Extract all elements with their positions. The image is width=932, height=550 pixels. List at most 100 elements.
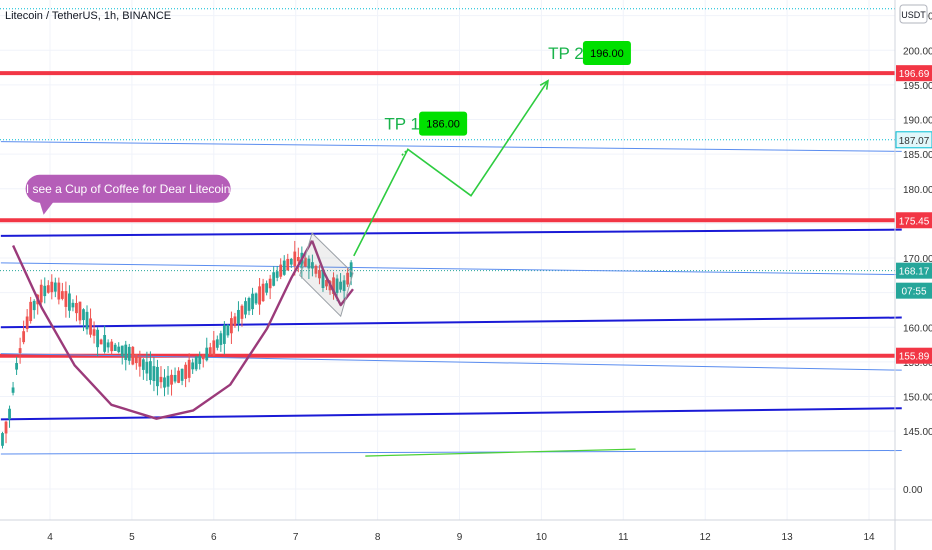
candle-body xyxy=(346,272,350,285)
candle-body xyxy=(275,271,279,278)
candle-body xyxy=(106,342,110,348)
candle-body xyxy=(307,258,311,269)
price-tag-bg xyxy=(896,347,932,364)
x-tick-label: 8 xyxy=(375,532,381,543)
y-tick-label: 200.00 xyxy=(903,46,932,57)
candle-body xyxy=(261,283,265,302)
annotations: I see a Cup of Coffee for Dear Litecoin T… xyxy=(25,41,631,215)
candle-body xyxy=(198,355,202,364)
price-tag: 168.17 xyxy=(896,262,932,279)
candle-body xyxy=(25,316,29,330)
y-tick-label: 180.00 xyxy=(903,185,932,196)
tp-box xyxy=(419,111,468,136)
candle-body xyxy=(201,354,205,360)
candle-body xyxy=(113,344,117,352)
candle-body xyxy=(4,421,8,434)
currency-button[interactable]: USDT xyxy=(899,4,928,24)
candle-body xyxy=(282,260,286,275)
price-tag-bg xyxy=(896,262,932,279)
trend-line xyxy=(0,316,902,329)
chart-title: Litecoin / TetherUS, 1h, BINANCE xyxy=(5,10,171,22)
x-tick-label: 11 xyxy=(618,532,629,543)
candle-body xyxy=(159,376,163,383)
tp-box xyxy=(582,41,631,66)
candle-body xyxy=(166,375,170,387)
price-tag-text: 196.69 xyxy=(899,69,930,80)
candle-body xyxy=(131,346,135,365)
trend-line xyxy=(0,228,902,237)
y-tick-label: 150.00 xyxy=(903,393,932,404)
candle-body xyxy=(318,270,321,279)
candle-body xyxy=(212,340,216,356)
candle-body xyxy=(138,356,142,367)
candle-body xyxy=(226,324,230,336)
candle-body xyxy=(22,331,26,343)
price-tag-text: 187.07 xyxy=(899,136,930,147)
price-tag: 155.89 xyxy=(896,347,932,364)
callout-text: I see a Cup of Coffee for Dear Litecoin xyxy=(26,182,231,196)
candle-body xyxy=(103,335,107,352)
candle-body xyxy=(342,280,346,292)
candle-body xyxy=(289,258,293,265)
candle-body xyxy=(15,363,18,370)
candle-body xyxy=(184,364,188,379)
candle-body xyxy=(163,377,166,388)
drawings xyxy=(12,79,549,420)
candle-body xyxy=(149,361,152,381)
y-tick-label: 185.00 xyxy=(903,150,932,161)
trend-line xyxy=(0,407,902,421)
projection-path xyxy=(353,80,549,257)
candle-body xyxy=(99,339,103,345)
candle-body xyxy=(339,281,342,290)
candle-body xyxy=(240,305,244,319)
candle-body xyxy=(75,302,78,314)
x-tick-label: 12 xyxy=(700,532,712,543)
y-tick-label: 0.00 xyxy=(903,485,923,496)
candle-body xyxy=(349,262,353,278)
candle-body xyxy=(18,348,22,354)
candle-body xyxy=(205,347,209,361)
candle-body xyxy=(53,282,57,292)
candle-body xyxy=(11,387,15,393)
grid xyxy=(0,0,895,520)
y-tick-label: 195.00 xyxy=(903,81,932,92)
candle-body xyxy=(251,293,254,310)
candle-body xyxy=(89,318,92,335)
handle-curve xyxy=(310,240,354,307)
candle-body xyxy=(173,375,177,382)
price-tag: 175.45 xyxy=(896,212,932,229)
candle-body xyxy=(64,291,68,307)
x-tick-label: 10 xyxy=(536,532,548,543)
countdown-bg xyxy=(896,282,932,299)
arrow-head xyxy=(539,79,549,90)
candle-body xyxy=(96,329,99,348)
candle-body xyxy=(286,258,290,271)
candle-body xyxy=(332,277,335,295)
tp-label: TP 1 xyxy=(384,115,420,134)
candle-body xyxy=(71,302,75,308)
x-tick-label: 4 xyxy=(47,532,53,543)
candle-body xyxy=(311,262,314,269)
candle-body xyxy=(60,291,64,299)
trend-line xyxy=(0,262,902,276)
x-tick-label: 6 xyxy=(211,532,217,543)
candle-body xyxy=(247,297,251,311)
y-tick-label: 170.00 xyxy=(903,254,932,265)
candle-body xyxy=(57,282,61,300)
candle-body xyxy=(39,284,43,303)
candle-body xyxy=(82,309,85,321)
candle-body xyxy=(296,257,300,262)
candle-body xyxy=(191,362,195,370)
candle-body xyxy=(321,269,325,289)
candle-body xyxy=(237,309,240,324)
candle-body xyxy=(117,346,121,353)
trend-line xyxy=(0,141,902,152)
price-tag-text: 168.17 xyxy=(899,267,930,278)
candle-body xyxy=(170,374,173,385)
callout-tail xyxy=(39,201,54,215)
y-tick-label: 190.00 xyxy=(903,116,932,127)
candle-body xyxy=(145,361,149,374)
candle-body xyxy=(244,301,247,315)
